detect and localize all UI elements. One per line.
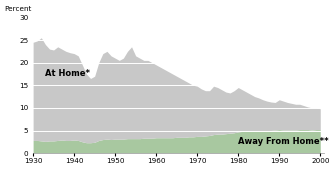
Text: At Home*: At Home*: [45, 69, 90, 78]
Text: Percent: Percent: [4, 6, 31, 12]
Text: Away From Home**: Away From Home**: [238, 137, 329, 146]
